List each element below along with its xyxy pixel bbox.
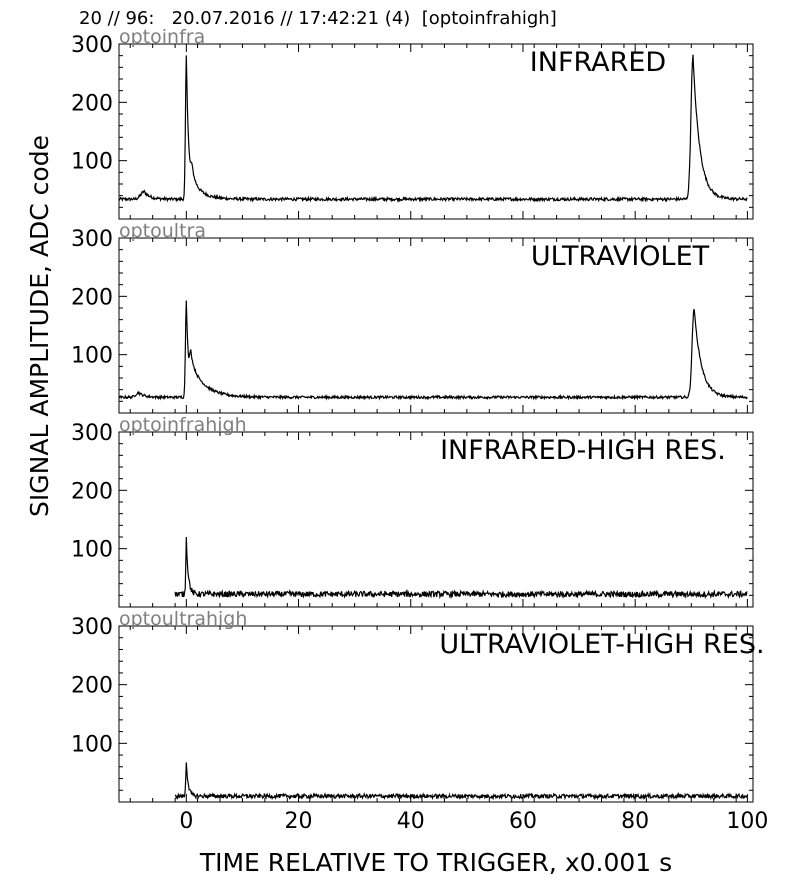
y-tick-label: 300 — [71, 227, 113, 252]
y-tick-label: 100 — [71, 150, 113, 175]
panel-frame — [118, 625, 754, 803]
panel-frame — [118, 431, 754, 608]
y-tick-label: 300 — [71, 421, 113, 446]
y-tick-label: 200 — [71, 285, 113, 310]
panel-frame — [118, 43, 754, 220]
y-axis-label: SIGNAL AMPLITUDE, ADC code — [25, 135, 54, 517]
y-tick-label: 300 — [71, 615, 113, 640]
panel-title: INFRARED — [530, 47, 666, 78]
signal-trace — [118, 300, 748, 401]
signal-trace — [174, 536, 748, 600]
x-tick-label: 40 — [397, 809, 425, 834]
panel-optoultrahigh: 100 200 300 optoultrahigh ULTRAVIOLET-HIGH R… — [71, 608, 765, 803]
x-tick-label: 100 — [726, 809, 768, 834]
panel-title: ULTRAVIOLET — [531, 241, 710, 272]
panel-frame — [118, 237, 754, 414]
channel-label: optoinfra — [119, 26, 205, 48]
panel-optoinfrahigh: 100 200 300 optoinfrahigh INFRARED-HIGH RES. — [71, 414, 754, 608]
chart-header: 20 // 96: 20.07.2016 // 17:42:21 (4) [op… — [79, 8, 557, 29]
signal-trace — [174, 762, 748, 801]
panel-optoultra: 100 200 300 optoultra ULTRAVIOLET — [71, 220, 754, 414]
channel-label: optoultrahigh — [119, 608, 247, 630]
panel-optoinfra: 100 200 300 optoinfra INFRARED — [71, 26, 754, 220]
signal-trace — [118, 54, 748, 203]
channel-label: optoultra — [119, 220, 206, 242]
y-tick-label: 100 — [71, 538, 113, 563]
channel-label: optoinfrahigh — [119, 414, 247, 436]
panel-title: INFRARED-HIGH RES. — [440, 435, 726, 466]
x-tick-label: 20 — [285, 809, 313, 834]
y-tick-label: 100 — [71, 344, 113, 369]
x-tick-label: 80 — [621, 809, 649, 834]
panel-title: ULTRAVIOLET-HIGH RES. — [439, 629, 764, 660]
y-tick-label: 200 — [71, 91, 113, 116]
y-tick-label: 300 — [71, 33, 113, 58]
x-tick-label: 60 — [509, 809, 537, 834]
x-tick-label: 0 — [179, 809, 193, 834]
y-tick-label: 100 — [71, 732, 113, 757]
y-tick-label: 200 — [71, 479, 113, 504]
x-axis-label: TIME RELATIVE TO TRIGGER, x0.001 s — [199, 848, 672, 877]
y-tick-label: 200 — [71, 674, 113, 699]
